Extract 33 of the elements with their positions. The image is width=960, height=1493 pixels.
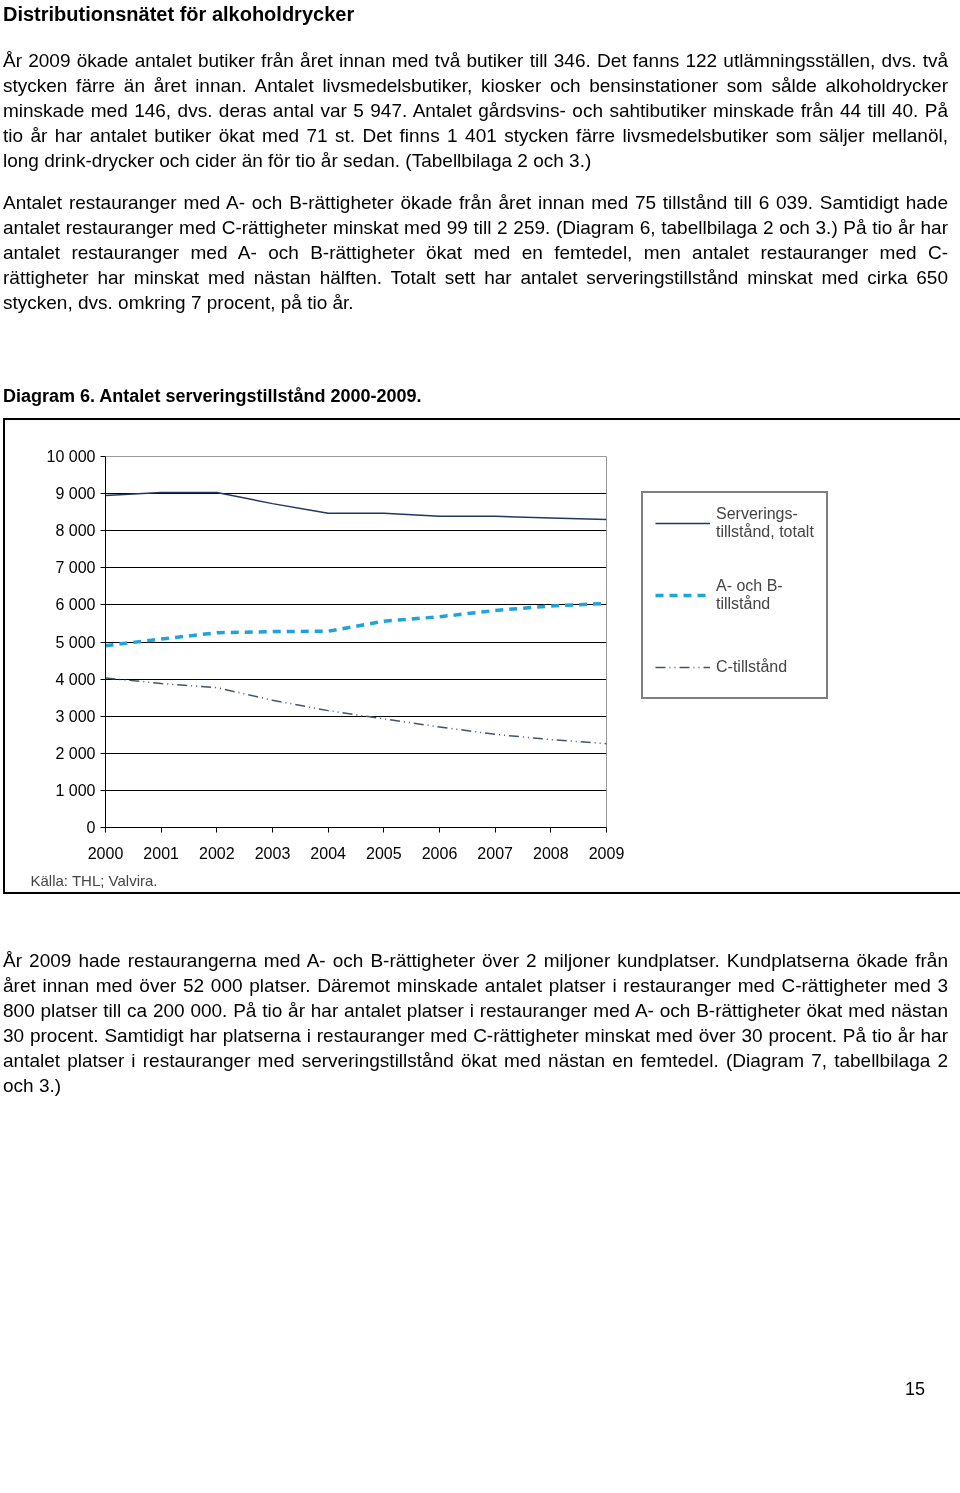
y-tick-label: 5 000 bbox=[55, 633, 96, 651]
legend-label: Serverings- tillstånd, totalt bbox=[716, 505, 814, 542]
x-tick-label: 2005 bbox=[366, 844, 402, 862]
y-tick-label: 6 000 bbox=[55, 596, 96, 614]
x-tick-label: 2004 bbox=[310, 844, 347, 862]
x-tick-label: 2001 bbox=[143, 844, 180, 862]
y-tick-label: 8 000 bbox=[55, 522, 96, 540]
x-tick-label: 2003 bbox=[254, 844, 291, 862]
text: Antalet restauranger med A- och B-rättigheter ökade från året innan med 75 tillstånd till 6 039. Samtidigt hade antalet restauranger med C-rättigheter minskat med 99 till 2 259. (Diagram 6, tabellbilaga 2 och 3.) På tio år har antalet restauranger med A- och B-rättigheter ökat med en femtedel, men antalet restauranger med C-rättigheter har minskat med nästan hälften. Totalt sett har antalet serveringstillstånd minskat med cirka 650 stycken, dvs. omkring 7 procent, på tio år. bbox=[3, 190, 948, 315]
text: År 2009 ökade antalet butiker från året innan med två butiker till 346. Det fanns 122 utlämningsställen, dvs. två stycken färre än året innan. Antalet livsmedelsbutiker, kiosker och bensinstationer som sålde alkoholdrycker minskade med 146, dvs. deras antal var 5 947. Antalet gårdsvins- och sahtibutiker minskade från 44 till 40. På tio år har antalet butiker ökat med 71 st. Det finns 1 401 stycken färre livsmedelsbutiker som säljer mellanöl, long drink-drycker och cider än för tio år sedan. (Tabellbilaga 2 och 3.) bbox=[3, 48, 948, 173]
text: År 2009 hade restaurangerna med A- och B-rättigheter över 2 miljoner kundplatser. Kundplatserna ökade från året innan med över 52 000 platser. Däremot minskade antalet platser i restauranger med C-rättigheter med 3 800 platser till ca 200 000. På tio år har antalet platser i restauranger med A- och B-rättigheter ökat med nästan 30 procent. Samtidigt har platserna i restauranger med C-rättigheter minskat med över 30 procent. På tio år har antalet platser i restauranger med serveringstillstånd ökat med nästan en femtedel. (Diagram 7, tabellbilaga 2 och 3.) bbox=[3, 949, 948, 1099]
y-tick-label: 1 000 bbox=[55, 782, 96, 800]
x-tick-label: 2007 bbox=[477, 844, 514, 862]
line-series bbox=[105, 677, 607, 745]
x-tick-label: 2002 bbox=[199, 844, 235, 862]
line-series bbox=[105, 492, 607, 521]
x-tick-label: 2006 bbox=[421, 844, 458, 862]
x-tick-label: 2008 bbox=[533, 844, 569, 862]
x-tick-label: 2009 bbox=[588, 844, 625, 862]
y-tick-label: 9 000 bbox=[55, 485, 96, 503]
y-tick-label: 3 000 bbox=[55, 707, 96, 725]
legend-label: C-tillstånd bbox=[716, 657, 788, 678]
y-tick-label: 7 000 bbox=[55, 559, 96, 577]
y-tick-label: 2 000 bbox=[55, 745, 96, 763]
text: Distributionsnätet för alkoholdrycker bbox=[3, 2, 355, 27]
text: Källa: THL; Valvira. bbox=[30, 871, 158, 889]
chart-title: Diagram 6. Antalet serveringstillstånd 2000-2009. bbox=[3, 384, 422, 408]
legend-label: A- och B- tillstånd bbox=[716, 577, 783, 614]
x-tick-label: 2000 bbox=[87, 844, 124, 862]
y-tick-label: 10 000 bbox=[46, 448, 96, 466]
y-tick-label: 0 bbox=[86, 819, 96, 837]
text: 15 bbox=[905, 1378, 926, 1402]
y-tick-label: 4 000 bbox=[55, 670, 96, 688]
